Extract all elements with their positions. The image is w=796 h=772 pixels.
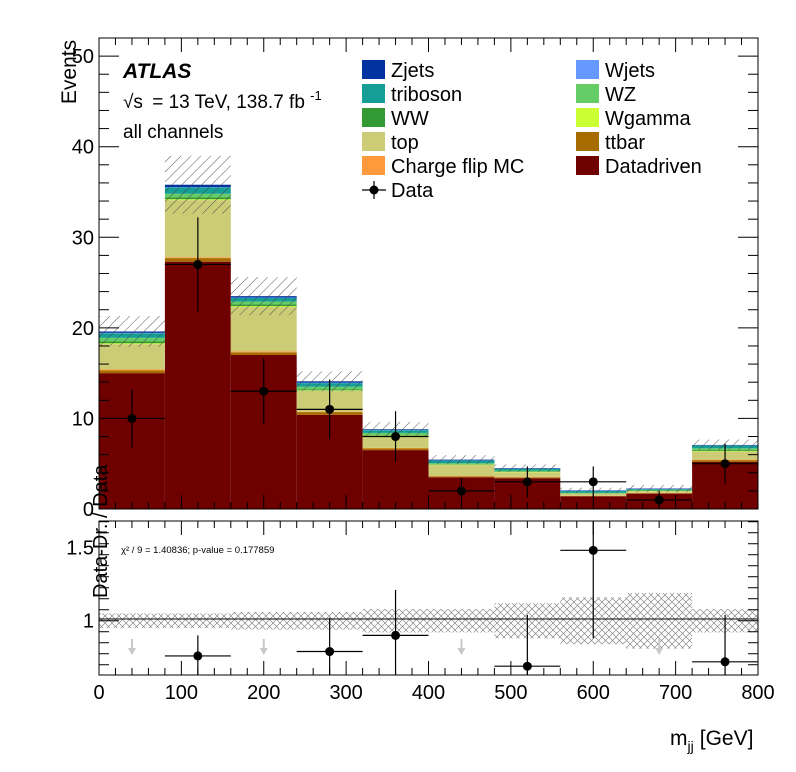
x-axis-label-unit: [GeV] — [700, 727, 754, 750]
legend-swatch-wjets — [576, 60, 599, 79]
uncertainty-bin2 — [230, 277, 297, 316]
legend-label-triboson: triboson — [391, 84, 462, 106]
data-point-bin8 — [654, 495, 664, 505]
uncertainty-bin1 — [164, 155, 231, 214]
xtick-label-700: 700 — [659, 682, 692, 704]
ratio-band-bin1 — [164, 613, 231, 629]
data-point-bin3 — [325, 404, 335, 414]
ratio-arrow-head-3 — [655, 648, 664, 655]
x-axis-label-m: m — [670, 727, 688, 750]
legend-swatch-wgamma — [576, 108, 599, 127]
energy-lumi-label: √s = 13 TeV, 138.7 fb -1 — [123, 88, 322, 113]
legend-data-marker — [369, 185, 379, 195]
x-axis-label: mjj [GeV] — [670, 727, 753, 754]
ratio-x-axis: 0 100 200 300 400 500 600 700 800 — [93, 521, 775, 704]
x-axis-label-sub: jj — [687, 738, 694, 754]
legend-label-ww: WW — [391, 108, 429, 130]
ratio-arrow-head-1 — [259, 648, 268, 655]
xtick-label-800: 800 — [741, 682, 774, 704]
xtick-label-400: 400 — [412, 682, 445, 704]
uncertainty-bin5 — [428, 455, 495, 465]
data-point-bin0 — [127, 413, 137, 423]
ratio-point-bin3 — [325, 647, 335, 657]
channel-label: all channels — [123, 122, 223, 143]
legend-label-wgamma: Wgamma — [605, 108, 691, 130]
data-point-bin7 — [588, 477, 598, 487]
ratio-arrow-head-2 — [457, 648, 466, 655]
data-points — [99, 217, 758, 509]
mc-uncertainty-band — [99, 155, 758, 494]
data-point-bin2 — [259, 386, 269, 396]
data-point-bin1 — [193, 259, 203, 269]
bar-ttbar-bin5 — [428, 476, 495, 478]
xtick-label-600: 600 — [577, 682, 610, 704]
bar-charge-flip-mc-bin0 — [99, 369, 165, 371]
bar-ttbar-bin0 — [99, 370, 165, 374]
ratio-ytick-label-1.5: 1.5 — [66, 537, 94, 559]
legend-swatch-datadriven — [576, 156, 599, 175]
uncertainty-bin0 — [99, 316, 165, 347]
ratio-point-bin4 — [391, 630, 401, 640]
legend-swatch-ttbar — [576, 132, 599, 151]
legend-swatch-charge-flip-mc — [362, 156, 385, 175]
atlas-label: ATLAS — [122, 60, 191, 83]
energy-text: = 13 TeV, 138.7 fb — [152, 92, 305, 113]
ratio-band-bin5 — [428, 609, 495, 633]
main-y-axis: 0 10 20 30 40 50 — [72, 37, 758, 521]
ratio-ytick-label-1: 1 — [83, 611, 94, 633]
legend-label-zjets: Zjets — [391, 60, 434, 82]
main-ytick-label-30: 30 — [72, 227, 94, 249]
sqrt-s-label: √s — [123, 92, 143, 113]
uncertainty-bin8 — [626, 484, 693, 493]
legend-swatch-ww — [362, 108, 385, 127]
data-point-bin4 — [391, 432, 401, 442]
ratio-band-bin0 — [99, 613, 165, 629]
xtick-label-0: 0 — [93, 682, 104, 704]
main-ytick-label-0: 0 — [83, 499, 94, 521]
ratio-point-bin1 — [193, 651, 203, 661]
legend-label-data: Data — [391, 180, 434, 202]
xtick-label-300: 300 — [329, 682, 362, 704]
chi2-text: χ² / 9 = 1.40836; p-value = 0.177859 — [121, 545, 274, 556]
legend-label-datadriven: Datadriven — [605, 156, 702, 178]
ratio-point-bin6 — [522, 661, 532, 671]
main-ytick-label-40: 40 — [72, 137, 94, 159]
bar-top-bin0 — [99, 344, 165, 370]
ratio-point-bin9 — [720, 657, 730, 667]
bar-top-bin5 — [428, 465, 495, 476]
y-axis-label: Events — [58, 40, 81, 104]
data-point-bin5 — [456, 486, 466, 496]
legend-label-charge-flip-mc: Charge flip MC — [391, 156, 524, 178]
legend-label-ttbar: ttbar — [605, 132, 645, 154]
data-point-bin9 — [720, 459, 730, 469]
main-ytick-label-50: 50 — [72, 46, 94, 68]
legend-swatch-wz — [576, 84, 599, 103]
legend-swatch-triboson — [362, 84, 385, 103]
legend-swatch-zjets — [362, 60, 385, 79]
ratio-arrow-head-0 — [127, 648, 136, 655]
main-ytick-label-20: 20 — [72, 318, 94, 340]
main-x-axis-ticks — [98, 38, 759, 509]
main-ytick-label-10: 10 — [72, 408, 94, 430]
data-point-bin6 — [522, 477, 532, 487]
xtick-label-100: 100 — [165, 682, 198, 704]
xtick-label-200: 200 — [247, 682, 280, 704]
ratio-y-axis: 11.5 — [66, 521, 758, 666]
lumi-exponent: -1 — [310, 88, 322, 103]
ratio-point-bin7 — [588, 545, 598, 555]
legend-label-wjets: Wjets — [605, 60, 655, 82]
ratio-y-axis-label: Data-Dr. / Data — [90, 464, 112, 598]
legend-swatch-top — [362, 132, 385, 151]
bar-charge-flip-mc-bin2 — [230, 351, 297, 353]
bar-ttbar-bin2 — [230, 352, 297, 356]
xtick-label-500: 500 — [494, 682, 527, 704]
ratio-band-bin2 — [230, 611, 297, 630]
legend-label-wz: WZ — [605, 84, 636, 106]
legend-label-top: top — [391, 132, 419, 154]
